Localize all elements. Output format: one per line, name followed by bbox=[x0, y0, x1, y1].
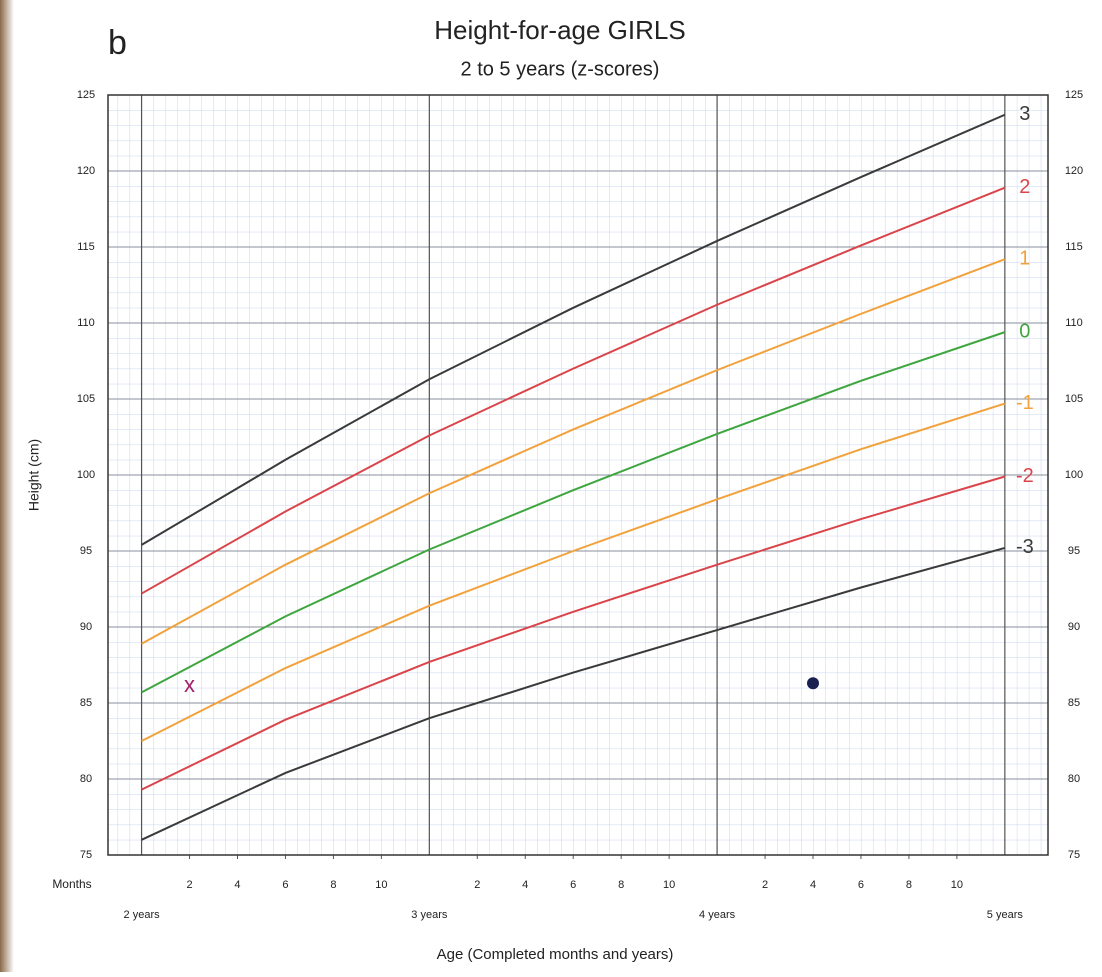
x-tick-label: 6 bbox=[570, 879, 576, 891]
year-tick-label: 4 years bbox=[699, 909, 736, 921]
y-tick-label-right: 75 bbox=[1068, 849, 1080, 861]
year-tick-label: 2 years bbox=[124, 909, 161, 921]
y-tick-label-right: 110 bbox=[1065, 317, 1083, 329]
series-line bbox=[141, 546, 1006, 841]
x-tick-label: 4 bbox=[234, 879, 240, 891]
series-label: 1 bbox=[1019, 247, 1030, 269]
marker-label: x bbox=[184, 672, 195, 697]
y-axis-label: Height (cm) bbox=[26, 439, 42, 511]
y-tick-label-right: 105 bbox=[1065, 393, 1083, 405]
x-tick-label: 4 bbox=[810, 879, 816, 891]
chart-title: Height-for-age GIRLS bbox=[434, 15, 685, 45]
y-tick-label-right: 95 bbox=[1068, 545, 1080, 557]
x-tick-label: 10 bbox=[375, 879, 387, 891]
y-tick-label-right: 115 bbox=[1065, 241, 1083, 253]
series-line bbox=[141, 258, 1006, 645]
y-tick-label: 75 bbox=[80, 849, 92, 861]
series-label: -3 bbox=[1016, 536, 1034, 558]
x-tick-label: 2 bbox=[186, 879, 192, 891]
y-tick-label-right: 85 bbox=[1068, 697, 1080, 709]
y-tick-label: 95 bbox=[80, 545, 92, 557]
panel-label: b bbox=[108, 24, 127, 62]
marker-dot bbox=[807, 677, 819, 690]
x-tick-label: 8 bbox=[330, 879, 336, 891]
y-tick-label: 120 bbox=[77, 165, 95, 177]
y-tick-label: 90 bbox=[80, 621, 92, 633]
series-label: 3 bbox=[1019, 103, 1030, 125]
photo-edge bbox=[0, 0, 14, 972]
y-tick-label: 105 bbox=[77, 393, 95, 405]
series-line bbox=[141, 331, 1006, 694]
series-line bbox=[141, 186, 1006, 595]
x-axis-label: Age (Completed months and years) bbox=[437, 946, 674, 963]
y-tick-label-right: 80 bbox=[1068, 773, 1080, 785]
x-tick-label: 2 bbox=[474, 879, 480, 891]
y-tick-label: 110 bbox=[77, 317, 95, 329]
y-tick-label-right: 125 bbox=[1065, 89, 1083, 101]
x-tick-label: 8 bbox=[618, 879, 624, 891]
plot-border bbox=[107, 94, 1049, 856]
year-tick-label: 5 years bbox=[987, 909, 1024, 921]
series-label: -2 bbox=[1016, 465, 1034, 487]
year-tick-label: 3 years bbox=[411, 909, 448, 921]
series-label: 0 bbox=[1019, 320, 1030, 342]
series-label: 2 bbox=[1019, 176, 1030, 198]
x-tick-label: 6 bbox=[858, 879, 864, 891]
chart-subtitle: 2 to 5 years (z-scores) bbox=[461, 58, 660, 80]
x-tick-label: 2 bbox=[762, 879, 768, 891]
months-label: Months bbox=[52, 877, 91, 891]
y-tick-label: 115 bbox=[77, 241, 95, 253]
x-tick-label: 4 bbox=[522, 879, 528, 891]
x-tick-label: 6 bbox=[282, 879, 288, 891]
y-tick-label: 80 bbox=[80, 773, 92, 785]
x-tick-label: 8 bbox=[906, 879, 912, 891]
x-tick-label: 10 bbox=[951, 879, 963, 891]
y-tick-label: 125 bbox=[77, 89, 95, 101]
y-tick-label: 85 bbox=[80, 697, 92, 709]
y-tick-label-right: 120 bbox=[1065, 165, 1083, 177]
y-tick-label: 100 bbox=[77, 469, 95, 481]
series-line bbox=[141, 113, 1006, 546]
x-tick-label: 10 bbox=[663, 879, 675, 891]
series-label: -1 bbox=[1016, 392, 1034, 414]
y-tick-label-right: 90 bbox=[1068, 621, 1080, 633]
series-line bbox=[141, 402, 1006, 742]
series-line bbox=[141, 475, 1006, 791]
y-tick-label-right: 100 bbox=[1065, 469, 1083, 481]
